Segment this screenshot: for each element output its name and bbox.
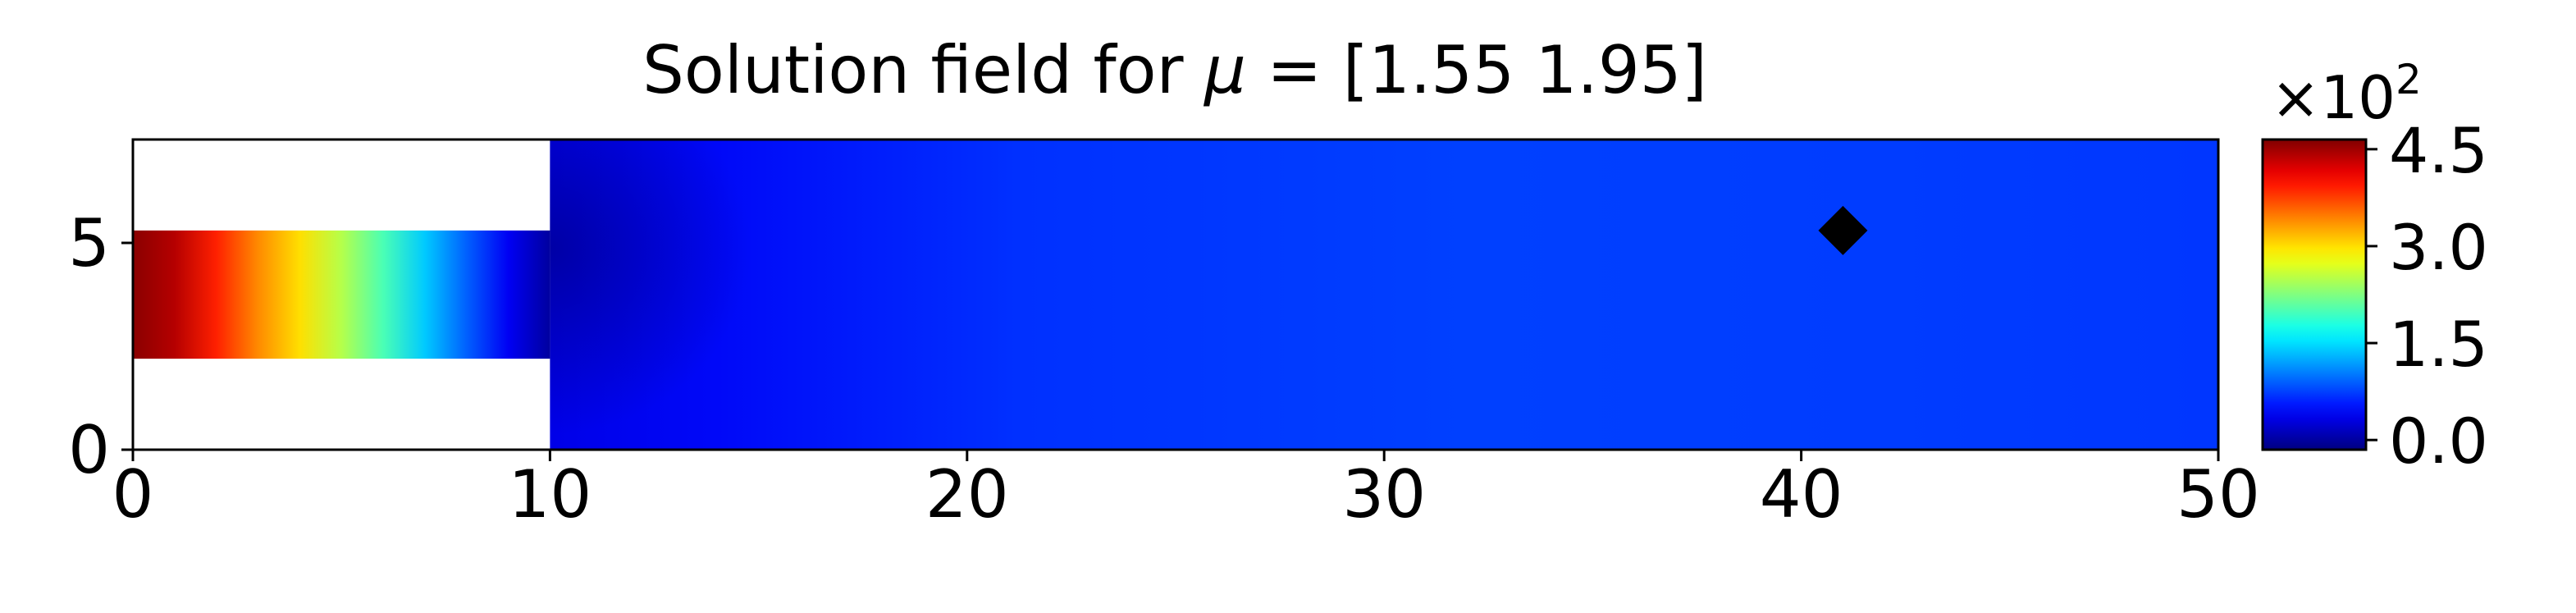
inlet-channel-field	[133, 230, 550, 359]
y-tick-label: 0	[68, 412, 110, 488]
axes-frame	[131, 138, 2220, 451]
x-tick-label: 10	[509, 456, 592, 533]
y-axis-ticks: 05	[68, 205, 133, 488]
marker-layer	[1818, 205, 1868, 255]
colorbar: 0.0 1.5 3.0 4.5 ×102	[2261, 56, 2488, 478]
mu-symbol: μ	[1203, 32, 1246, 108]
colorbar-ticks: 0.0 1.5 3.0 4.5	[2366, 114, 2488, 478]
colorbar-tick-label: 1.5	[2389, 308, 2488, 381]
colorbar-tick-label: 4.5	[2389, 114, 2488, 187]
colorbar-multiplier: ×102	[2271, 56, 2422, 132]
colorbar-multiplier-base: ×10	[2271, 63, 2396, 132]
colorbar-tick-label: 3.0	[2389, 211, 2488, 284]
chart-title: Solution field for μ = [1.55 1.95]	[642, 32, 1707, 108]
x-tick-label: 0	[112, 456, 154, 533]
x-tick-label: 40	[1760, 456, 1843, 533]
chamber-entrance-shading	[550, 140, 884, 450]
plot-area	[133, 140, 2218, 450]
x-tick-label: 20	[925, 456, 1009, 533]
x-axis-ticks: 0 10 20 30 40 50	[112, 450, 2260, 533]
title-suffix: = [1.55 1.95]	[1246, 32, 1707, 108]
colorbar-tick-label: 0.0	[2389, 405, 2488, 478]
y-tick-label: 5	[68, 205, 110, 281]
colorbar-multiplier-exponent: 2	[2396, 56, 2422, 103]
x-tick-label: 50	[2176, 456, 2260, 533]
colorbar-gradient	[2261, 138, 2368, 451]
title-prefix: Solution field for	[642, 32, 1204, 108]
x-tick-label: 30	[1342, 456, 1426, 533]
probe-marker-diamond	[1818, 205, 1868, 255]
